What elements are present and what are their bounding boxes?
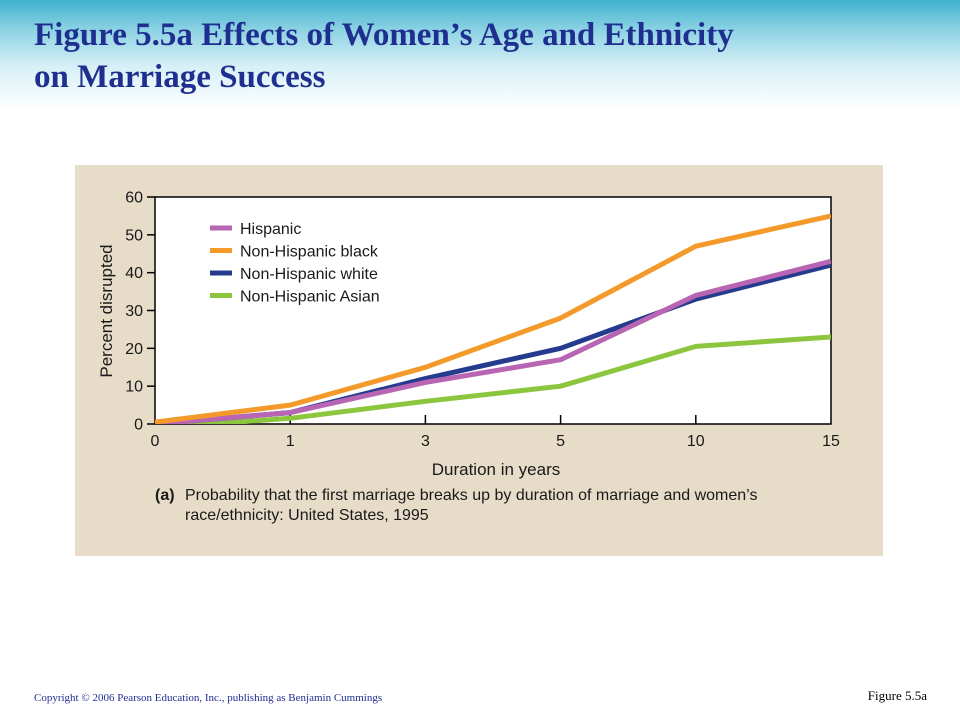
legend-label-non-hispanic-asian: Non-Hispanic Asian	[240, 289, 380, 306]
series-line-hispanic	[155, 258, 831, 424]
x-tick-label: 1	[286, 433, 295, 450]
copyright-notice: Copyright © 2006 Pearson Education, Inc.…	[34, 692, 383, 704]
plot-area	[154, 196, 832, 425]
y-tick-label: 60	[125, 190, 143, 207]
series-line-non-hispanic-black	[155, 213, 831, 424]
slide-title-line2: on Marriage Success	[34, 59, 326, 95]
caption-tag: (a)	[155, 487, 175, 504]
y-tick-label: 0	[134, 417, 143, 434]
y-tick-label: 50	[125, 227, 143, 244]
y-tick-label: 10	[125, 379, 143, 396]
legend: Hispanic Non-Hispanic black Non-Hispanic w…	[210, 221, 380, 306]
x-tick-label: 10	[687, 433, 705, 450]
series-lines	[155, 213, 831, 424]
x-tick-label: 0	[151, 433, 160, 450]
y-tick-label: 40	[125, 265, 143, 282]
y-tick-label: 30	[125, 303, 143, 320]
legend-label-non-hispanic-black: Non-Hispanic black	[240, 244, 379, 261]
y-tick-label: 20	[125, 341, 143, 358]
y-axis-label: Percent disrupted	[97, 244, 116, 377]
legend-label-hispanic: Hispanic	[240, 221, 301, 238]
x-tick-label: 15	[822, 433, 840, 450]
figure-reference: Figure 5.5a	[867, 688, 927, 703]
x-tick-label: 5	[556, 433, 565, 450]
slide-title: Figure 5.5a Effects of Women’s Age and E…	[34, 14, 934, 98]
y-axis-ticks: 0 10 20 30 40 50 60	[125, 190, 155, 434]
series-line-non-hispanic-asian	[173, 334, 831, 424]
x-axis-label: Duration in years	[432, 460, 561, 479]
x-tick-label: 3	[421, 433, 430, 450]
caption-text: Probability that the first marriage brea…	[185, 487, 758, 524]
x-axis-ticks: 0 1 3 5 10 15	[151, 415, 840, 450]
slide-title-line1: Figure 5.5a Effects of Women’s Age and E…	[34, 17, 734, 53]
legend-label-non-hispanic-white: Non-Hispanic white	[240, 266, 378, 283]
header-band	[0, 0, 960, 110]
